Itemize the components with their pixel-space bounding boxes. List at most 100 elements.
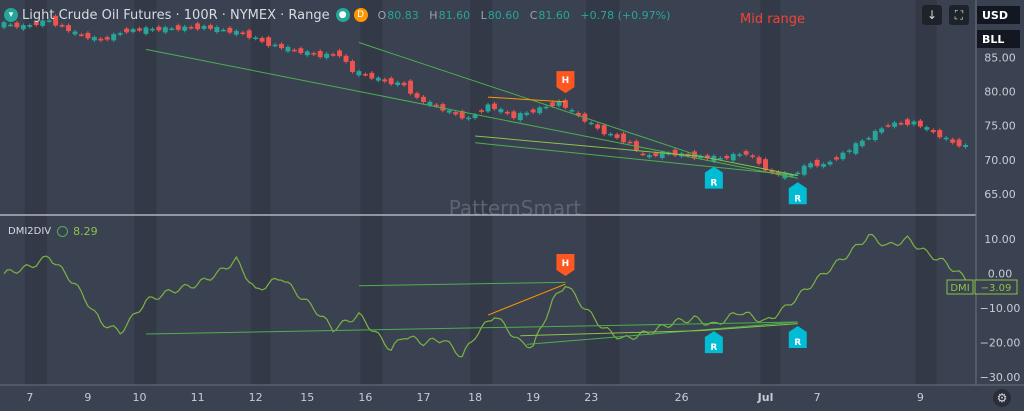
indicator-name[interactable]: DMI2DIV — [8, 226, 52, 237]
eye-icon[interactable] — [57, 226, 69, 237]
dmi-line — [3, 233, 973, 358]
price-trendline[interactable] — [475, 142, 798, 177]
candle-body — [233, 30, 239, 35]
candle-body — [440, 104, 446, 111]
session-stripe — [360, 0, 383, 385]
unit-select[interactable]: BLL — [977, 30, 1020, 48]
time-tick-label: 17 — [416, 391, 430, 404]
price-trendline[interactable] — [475, 135, 702, 157]
symbol-title[interactable]: Light Crude Oil Futures · 100R · NYMEX ·… — [22, 7, 330, 23]
dmi-tick-label: −10.00 — [980, 302, 1021, 315]
gear-icon[interactable]: ⚙ — [993, 389, 1011, 407]
candle-body — [343, 55, 349, 62]
candle-body — [78, 34, 84, 36]
candle-body — [730, 154, 736, 161]
candle-body — [259, 37, 265, 42]
session-stripe — [470, 0, 493, 385]
dmi-tag-value: −3.09 — [981, 283, 1012, 294]
candle-body — [253, 37, 259, 40]
candle-body — [104, 37, 110, 40]
reversal-marker-price[interactable]: R — [704, 166, 723, 189]
candle-body — [369, 72, 375, 79]
reversal-marker-dmi[interactable]: R — [788, 325, 807, 348]
candle-body — [362, 74, 368, 76]
dmi-tag-label-box — [946, 279, 974, 295]
candle-body — [724, 156, 730, 159]
price-trendline[interactable] — [700, 155, 798, 177]
candle-body — [872, 130, 878, 141]
time-tick-label: 9 — [84, 391, 91, 404]
candle-body — [556, 101, 562, 106]
candle-body — [246, 30, 252, 38]
candle-body — [137, 28, 142, 31]
time-tick-label: 9 — [917, 391, 924, 404]
candle-body — [646, 155, 652, 158]
markers: H R R H R R — [556, 71, 807, 354]
candle-body — [298, 48, 304, 54]
candle-body — [182, 26, 188, 31]
candle-body — [737, 154, 743, 156]
candle-body — [595, 124, 601, 129]
candle-body — [885, 125, 891, 127]
session-stripe — [250, 0, 271, 385]
candle-body — [795, 172, 801, 175]
candle-body — [156, 26, 162, 31]
dmi-trendline[interactable] — [487, 283, 566, 316]
candle-body — [879, 128, 885, 133]
candle-body — [220, 29, 226, 32]
fullscreen-icon[interactable]: ⛶ — [949, 5, 969, 25]
low-key: L — [480, 8, 487, 22]
candle-body — [130, 29, 136, 32]
price-trendline[interactable] — [145, 48, 798, 179]
price-tick-label: 65.00 — [984, 188, 1016, 201]
time-tick-label: 7 — [814, 391, 821, 404]
dmi-tag-value-box — [974, 279, 1018, 295]
session-stripes — [24, 0, 937, 385]
dmi-tick-label: 10.00 — [984, 233, 1016, 246]
candle-body — [756, 157, 762, 164]
candle-body — [195, 23, 201, 30]
watermark: PatternSmart — [449, 196, 582, 220]
candle-body — [943, 137, 949, 140]
candle-body — [614, 134, 620, 139]
marker-label: H — [562, 76, 570, 86]
candle-body — [917, 120, 923, 127]
session-stripe — [915, 0, 937, 385]
candle-body — [1, 22, 7, 28]
candle-body — [814, 159, 820, 166]
time-tick-label: 23 — [584, 391, 598, 404]
high-marker-dmi[interactable]: H — [556, 254, 575, 277]
session-stripe — [134, 0, 157, 385]
dmi-trendline[interactable] — [700, 323, 798, 332]
candle-body — [717, 158, 723, 160]
reversal-marker-dmi[interactable]: R — [704, 331, 723, 354]
price-trendline[interactable] — [487, 96, 566, 103]
time-tick-label: 11 — [191, 391, 205, 404]
candle-body — [846, 150, 852, 152]
indicator-legend: DMI2DIV 8.29 — [8, 225, 98, 238]
low-value: 80.60 — [487, 8, 520, 22]
high-value: 81.60 — [438, 8, 471, 22]
candle-body — [388, 78, 394, 85]
price-tick-label: 85.00 — [984, 52, 1016, 65]
dmi-trendline[interactable] — [526, 321, 798, 345]
dmi-trendline[interactable] — [520, 330, 701, 337]
high-marker-price[interactable]: H — [556, 71, 575, 94]
reversal-marker-price[interactable]: R — [788, 182, 807, 205]
candle-body — [433, 104, 439, 107]
candle-body — [763, 159, 768, 171]
candle-body — [698, 156, 704, 159]
time-tick-label: 18 — [468, 391, 482, 404]
time-tick-label: 10 — [133, 391, 147, 404]
candle-body — [498, 109, 504, 113]
dmi-trendline[interactable] — [145, 321, 798, 335]
download-arrow-icon[interactable]: ↓ — [922, 5, 942, 25]
candle-body — [59, 25, 65, 27]
candle-body — [704, 155, 710, 159]
dropdown-icon[interactable]: ▾ — [4, 8, 18, 22]
currency-select[interactable]: USD — [977, 6, 1020, 24]
candle-body — [905, 119, 910, 125]
dmi-trendline[interactable] — [358, 281, 566, 287]
candle-body — [98, 38, 104, 41]
